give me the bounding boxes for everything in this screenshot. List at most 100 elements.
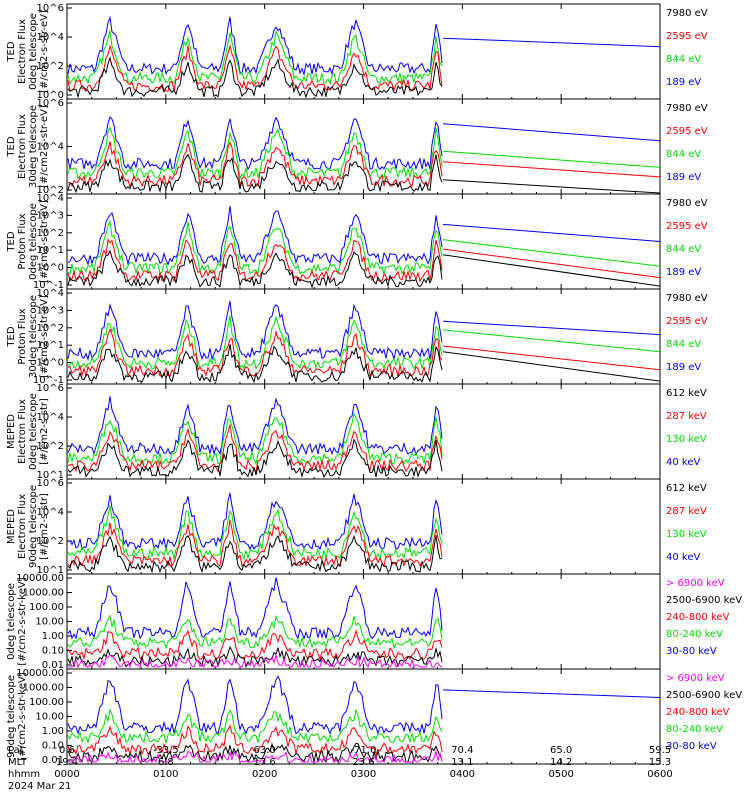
series-tail-line [442, 248, 660, 279]
series-line [67, 126, 443, 181]
y-tick-label: 1000.00 [23, 683, 64, 694]
series-line [67, 15, 443, 77]
legend-entry: 844 eV [666, 149, 701, 160]
series-line [67, 205, 443, 266]
x-axis-lat-value: 0.6 [59, 745, 75, 756]
legend-entry: 40 keV [666, 457, 700, 468]
y-tick-label: 0.10 [42, 741, 64, 752]
y-tick-label: 10^4 [37, 142, 64, 153]
y-axis-label-line: Proton Flux [17, 308, 28, 364]
series-line [67, 708, 443, 745]
legend-entry: > 6900 keV [666, 673, 725, 684]
y-tick-label: 10^1 [37, 340, 64, 351]
series-line [67, 411, 443, 466]
series-tail-line [442, 351, 660, 382]
y-axis-label: TED Electron Flux 0deg telescope [#/cm2-s-s… [6, 10, 50, 93]
series-tail-line [442, 161, 660, 178]
series-traces [67, 15, 660, 99]
y-axis-label-line: 90deg telescope [28, 485, 39, 568]
y-tick-label: 0.10 [42, 646, 64, 657]
y-axis-label-line: Electron Flux [17, 114, 28, 179]
series-line [67, 492, 443, 551]
y-axis-label: TED Proton Flux 0deg telescope [#/cm2-s-str… [6, 200, 50, 283]
series-line [67, 742, 443, 764]
legend-entry: 189 eV [666, 362, 701, 373]
y-axis-label-line: 30deg telescope [28, 295, 39, 378]
series-tail-line [442, 123, 660, 142]
series-line [67, 629, 443, 661]
x-axis-hhmm-value: 0500 [548, 769, 573, 780]
x-axis-lat-value: -33.5 [153, 745, 179, 756]
y-tick-label: 1.00 [42, 726, 64, 737]
panel-frame [66, 3, 661, 100]
series-line [67, 577, 443, 641]
legend-entry: 7980 eV [666, 103, 708, 114]
y-tick-label: 10^4 [37, 412, 64, 423]
y-tick-label: 10^4 [37, 32, 64, 43]
series-traces [67, 300, 660, 384]
y-tick-label: 10^0 [37, 90, 64, 101]
series-line [67, 534, 443, 574]
y-tick-label: 10.00 [35, 617, 64, 628]
y-axis-label-line: 0deg telescope [6, 583, 17, 660]
x-axis-lat-value: 59.5 [649, 745, 671, 756]
y-tick-label: 0.01 [42, 660, 64, 671]
y-tick-label: 10^3 [37, 210, 64, 221]
y-axis-label-line: [#/cm2-s-str] [39, 493, 50, 560]
y-axis-label-line: Proton Flux [17, 213, 28, 269]
panel-frame [66, 573, 661, 670]
panel-frame [66, 478, 661, 575]
y-tick-label: 10^2 [37, 185, 64, 196]
series-line [67, 328, 443, 378]
series-line [67, 645, 443, 669]
x-axis-hhmm-value: 0300 [351, 769, 376, 780]
legend-entry: 7980 eV [666, 293, 708, 304]
x-row-label-lat: Lat [8, 745, 24, 756]
series-tail-line [442, 254, 660, 287]
y-tick-label: 10^-1 [33, 280, 64, 291]
y-tick-label: 10^6 [37, 3, 64, 14]
y-axis-label: MEPED Electron Flux 90deg telescope [#/cm2-… [6, 485, 50, 568]
legend-entry: > 6900 keV [666, 578, 725, 589]
y-axis-label-line: [#/cm2-s-str-keV] [17, 577, 28, 665]
series-tail-line [442, 320, 660, 336]
x-axis-lat-value: 70.4 [451, 745, 473, 756]
series-line [67, 56, 443, 99]
series-line [67, 30, 443, 86]
y-tick-label: 10000.00 [16, 668, 64, 679]
y-axis-label-line: [#/cm2-s-str-eV] [39, 295, 50, 378]
y-tick-label: 10^4 [37, 288, 64, 299]
y-tick-label: 10^4 [37, 507, 64, 518]
series-line [67, 249, 443, 289]
legend-entry: 844 eV [666, 244, 701, 255]
legend-entry: 130 keV [666, 434, 707, 445]
y-axis-label: TED Proton Flux 30deg telescope [#/cm2-s-st… [6, 295, 50, 378]
y-axis-label-line: 90deg telescope [6, 675, 17, 758]
x-axis-hhmm-value: 0000 [54, 769, 79, 780]
series-tail-line [442, 223, 660, 242]
series-line [67, 438, 443, 479]
legend-entry: 130 keV [666, 529, 707, 540]
y-axis-label-line: [#/cm2-s-str-eV] [39, 200, 50, 283]
series-line [67, 116, 443, 171]
y-axis-label-line: TED [6, 231, 17, 252]
y-axis-label-line: 0deg telescope [28, 393, 39, 470]
series-line [67, 396, 443, 456]
y-axis-label-line: TED [6, 41, 17, 62]
y-axis-label: MEPED Electron Flux 0deg telescope [#/cm2-s… [6, 393, 50, 470]
legend-entry: 844 eV [666, 54, 701, 65]
legend-entry: 40 keV [666, 552, 700, 563]
x-row-label-date: 2024 Mar 21 [8, 781, 71, 792]
y-tick-label: 10^2 [37, 323, 64, 334]
series-line [67, 519, 443, 569]
series-line [67, 315, 443, 371]
y-axis-label-line: 0deg telescope [28, 203, 39, 280]
series-line [67, 675, 443, 736]
series-tail-line [442, 179, 660, 194]
series-line [67, 724, 443, 757]
series-line [67, 141, 443, 188]
